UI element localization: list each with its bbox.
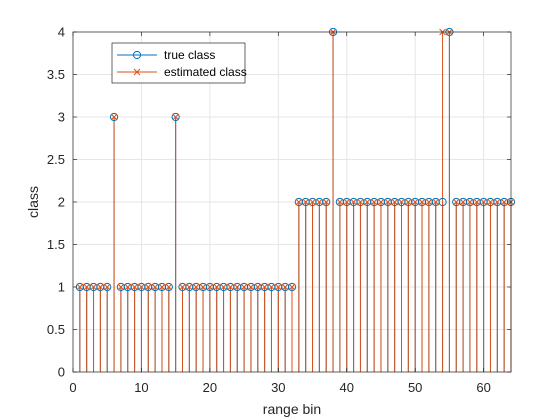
estimated-class-marker — [363, 198, 371, 206]
estimated-class-marker — [199, 283, 207, 291]
estimated-class-marker — [459, 198, 467, 206]
y-tick-label: 3 — [58, 110, 65, 125]
y-tick-label: 2 — [58, 195, 65, 210]
estimated-class-marker — [302, 198, 310, 206]
estimated-class-marker — [274, 283, 282, 291]
y-tick-label: 1 — [58, 280, 65, 295]
estimated-class-marker — [466, 198, 474, 206]
estimated-class-marker — [158, 283, 166, 291]
estimated-class-marker — [398, 198, 405, 206]
true-class-marker — [171, 112, 180, 122]
estimated-class-marker — [281, 283, 289, 291]
estimated-class-marker — [487, 198, 494, 206]
true-class-marker — [287, 282, 297, 292]
estimated-class-marker — [247, 283, 255, 291]
estimated-class-marker — [288, 283, 296, 291]
estimated-class-marker — [213, 283, 221, 291]
y-tick-label: 0 — [58, 365, 65, 380]
estimated-class-marker — [227, 283, 234, 291]
x-tick-label: 50 — [408, 380, 422, 395]
true-class-marker — [103, 282, 112, 292]
estimated-class-marker — [500, 198, 508, 206]
estimated-class-marker — [220, 283, 227, 291]
estimated-class-marker — [425, 198, 433, 206]
y-tick-label: 3.5 — [47, 67, 65, 82]
x-tick-label: 60 — [476, 380, 490, 395]
estimated-class-marker — [151, 283, 159, 291]
y-tick-label: 2.5 — [47, 152, 65, 167]
estimated-class-marker — [404, 198, 412, 206]
true-class-marker — [109, 112, 119, 122]
legend: true class estimated class — [111, 42, 247, 84]
estimated-class-marker — [432, 198, 440, 206]
x-axis-label: range bin — [263, 401, 321, 417]
x-tick-label: 0 — [69, 380, 76, 395]
estimated-class-marker — [172, 113, 180, 121]
estimated-class-marker — [117, 283, 125, 291]
estimated-class-marker — [357, 198, 364, 206]
estimated-class-marker — [254, 283, 262, 291]
true-class-marker — [164, 282, 173, 292]
estimated-class-marker — [233, 283, 241, 291]
x-tick-label: 20 — [203, 380, 217, 395]
legend-box — [111, 42, 246, 84]
legend-circle-marker — [132, 50, 142, 60]
estimated-class-marker — [110, 113, 118, 121]
y-tick-label: 1.5 — [47, 237, 65, 252]
ticks: 0 10 20 30 40 50 60 0 0.5 1 1.5 2 2.5 3 3.5 4 — [47, 25, 511, 395]
estimated-class-marker — [384, 198, 392, 206]
estimated-class-marker — [452, 198, 460, 206]
estimated-class-marker — [322, 198, 330, 206]
estimated-class-marker — [179, 283, 186, 291]
x-tick-label: 10 — [134, 380, 148, 395]
estimated-class-marker — [206, 283, 214, 291]
estimated-class-marker — [370, 198, 378, 206]
legend-true-label: true class — [164, 48, 215, 62]
estimated-class-marker — [268, 283, 275, 291]
estimated-class-marker — [144, 283, 152, 291]
estimated-class-marker — [418, 198, 426, 206]
true-class-marker — [322, 197, 331, 207]
legend-estimated-label: estimated class — [164, 65, 247, 79]
estimated-class-marker — [493, 198, 501, 206]
estimated-class-marker — [83, 283, 91, 291]
estimated-class-marker — [316, 198, 323, 206]
estimated-class-marker — [343, 198, 351, 206]
estimated-class-marker — [97, 283, 104, 291]
estimated-class-marker — [90, 283, 97, 291]
estimated-class-marker — [295, 198, 303, 206]
estimated-class-marker — [240, 283, 248, 291]
estimated-class-marker — [480, 198, 487, 206]
x-tick-label: 30 — [271, 380, 285, 395]
estimated-class-marker — [411, 198, 419, 206]
estimated-class-marker — [131, 283, 138, 291]
estimated-class-marker — [185, 283, 193, 291]
estimated-class-marker — [336, 198, 344, 206]
y-tick-label: 4 — [58, 25, 65, 40]
markers — [75, 27, 516, 292]
estimated-class-marker — [391, 198, 399, 206]
estimated-class-marker — [192, 283, 200, 291]
estimated-class-marker — [309, 198, 316, 206]
legend-x-marker — [133, 68, 141, 76]
estimated-class-marker — [377, 198, 385, 206]
estimated-class-marker — [103, 283, 111, 291]
y-axis-label: class — [25, 186, 41, 218]
estimated-class-marker — [76, 283, 84, 291]
estimated-class-marker — [261, 283, 268, 291]
estimated-class-marker — [165, 283, 173, 291]
estimated-class-marker — [124, 283, 132, 291]
y-tick-label: 0.5 — [47, 322, 65, 337]
estimated-class-marker — [138, 283, 145, 291]
estimated-class-marker — [473, 198, 481, 206]
estimated-class-marker — [350, 198, 357, 206]
stems — [79, 32, 512, 372]
x-tick-label: 40 — [340, 380, 354, 395]
true-class-marker — [438, 197, 447, 207]
